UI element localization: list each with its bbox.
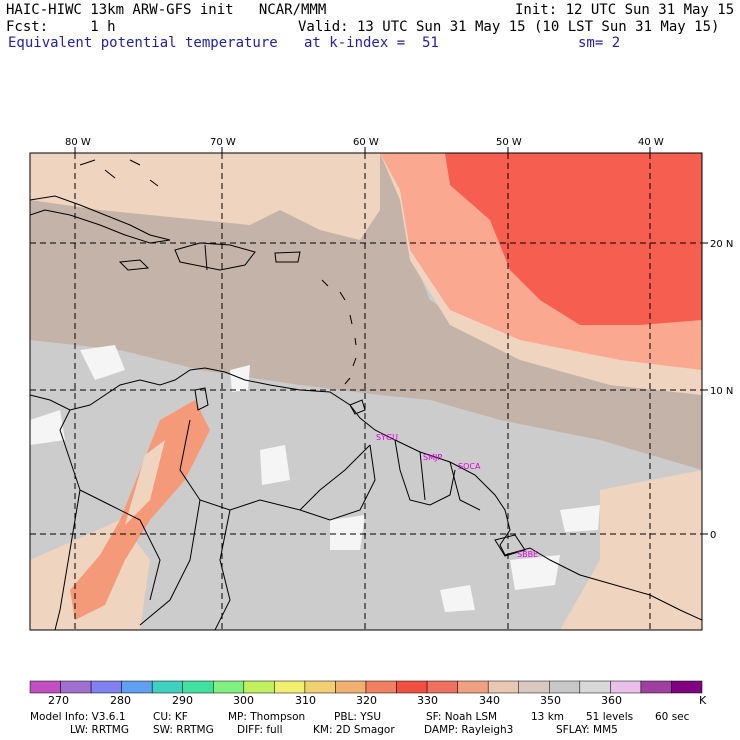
lat-label-20n: 20 N <box>710 239 733 250</box>
colorbar-swatch <box>640 680 672 694</box>
station-sygu: SYGU <box>376 433 398 442</box>
colorbar-swatch <box>304 680 336 694</box>
footer-diff: DIFF: full <box>237 724 283 736</box>
station-sbbe: SBBE <box>517 550 538 559</box>
footer-km: KM: 2D Smagor <box>313 724 395 736</box>
lat-label-10n: 10 N <box>710 386 733 397</box>
colorbar-swatch <box>121 680 153 694</box>
borders <box>79 419 481 630</box>
colorbar <box>29 680 703 694</box>
smoothing: sm= 2 <box>578 35 621 51</box>
colorbar-label-360: 360 <box>601 694 622 707</box>
colorbar-swatch <box>29 680 61 694</box>
colorbar-swatch <box>549 680 581 694</box>
colorbar-label-320: 320 <box>356 694 377 707</box>
footer-mp: MP: Thompson <box>228 711 306 723</box>
colorbar-swatch <box>396 680 428 694</box>
colorbar-swatch <box>671 680 703 694</box>
colorbar-swatch <box>274 680 306 694</box>
k-index: at k-index = 51 <box>304 35 439 51</box>
colorbar-unit: K <box>699 694 707 707</box>
colorbar-label-330: 330 <box>417 694 438 707</box>
init-time: Init: 12 UTC Sun 31 May 15 <box>515 2 735 18</box>
colorbar-swatch <box>243 680 275 694</box>
colorbar-label-300: 300 <box>233 694 254 707</box>
colorbar-swatch <box>579 680 611 694</box>
colorbar-swatch <box>365 680 397 694</box>
coastlines <box>30 159 702 630</box>
footer-lw: LW: RRTMG <box>70 724 129 736</box>
footer-cu: CU: KF <box>153 711 188 723</box>
colorbar-label-310: 310 <box>295 694 316 707</box>
colorbar-swatch <box>487 680 519 694</box>
footer-damp: DAMP: Rayleigh3 <box>424 724 514 736</box>
footer-levels: 51 levels <box>586 711 634 723</box>
lon-label-40w: 40 W <box>638 137 664 148</box>
colorbar-swatch <box>610 680 642 694</box>
axis-ticks <box>74 147 708 535</box>
colorbar-swatch <box>426 680 458 694</box>
footer-pbl: PBL: YSU <box>334 711 382 723</box>
footer-resolution: 13 km <box>531 711 565 723</box>
lon-label-60w: 60 W <box>353 137 379 148</box>
colorbar-label-340: 340 <box>479 694 500 707</box>
forecast-hour: Fcst: 1 h <box>6 19 116 35</box>
station-soca: SOCA <box>458 462 481 471</box>
footer-sf: SF: Noah LSM <box>426 711 498 723</box>
valid-time: Valid: 13 UTC Sun 31 May 15 (10 LST Sun … <box>298 19 720 35</box>
colorbar-swatch <box>60 680 92 694</box>
model-title: HAIC-HIWC 13km ARW-GFS init NCAR/MMM <box>6 2 327 18</box>
lat-label-0: 0 <box>710 530 716 541</box>
footer-sflay: SFLAY: MM5 <box>556 724 618 736</box>
colorbar-swatch <box>335 680 367 694</box>
colorbar-swatch <box>213 680 245 694</box>
footer-model-info: Model Info: V3.6.1 <box>30 711 126 723</box>
lon-label-70w: 70 W <box>210 137 236 148</box>
footer-timestep: 60 sec <box>655 711 690 723</box>
colorbar-swatch <box>518 680 550 694</box>
footer-sw: SW: RRTMG <box>153 724 214 736</box>
colorbar-swatch <box>151 680 183 694</box>
lon-label-50w: 50 W <box>496 137 522 148</box>
colorbar-swatch <box>457 680 489 694</box>
colorbar-label-290: 290 <box>172 694 193 707</box>
colorbar-label-280: 280 <box>110 694 131 707</box>
colorbar-label-350: 350 <box>540 694 561 707</box>
lon-label-80w: 80 W <box>65 137 91 148</box>
map-frame <box>29 152 703 631</box>
field-name: Equivalent potential temperature <box>8 35 278 51</box>
colorbar-label-270: 270 <box>48 694 69 707</box>
station-smjp: SMJP <box>423 453 442 462</box>
colorbar-swatch <box>182 680 214 694</box>
colorbar-swatch <box>90 680 122 694</box>
lat-lon-grid <box>30 153 702 630</box>
map-fill <box>30 153 702 630</box>
